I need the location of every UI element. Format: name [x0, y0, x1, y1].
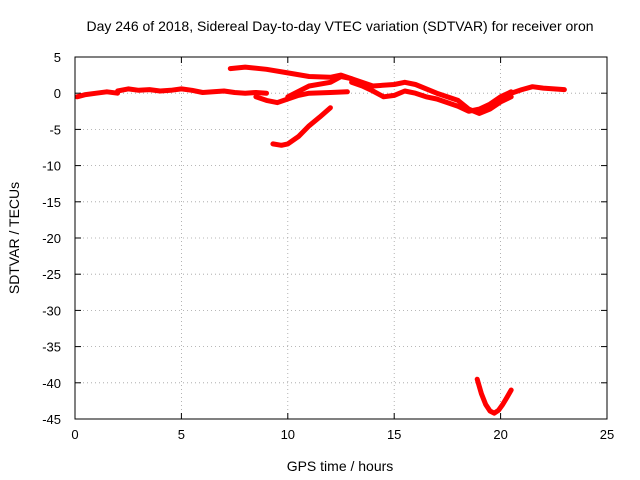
y-tick-label: -30	[42, 303, 61, 318]
x-tick-label: 0	[71, 427, 78, 442]
series-line-s6	[349, 79, 514, 114]
series-line-s5	[253, 89, 350, 106]
series-line-s2	[115, 86, 269, 96]
x-tick-label: 10	[281, 427, 295, 442]
series-line-s4	[285, 74, 514, 116]
x-tick-label: 15	[387, 427, 401, 442]
y-tick-label: -40	[42, 376, 61, 391]
y-tick-label: 5	[54, 50, 61, 65]
y-tick-label: 0	[54, 86, 61, 101]
series-line-s1	[74, 89, 121, 100]
y-tick-label: -10	[42, 159, 61, 174]
x-axis-label: GPS time / hours	[287, 458, 394, 474]
y-tick-label: -25	[42, 267, 61, 282]
series-line-s9	[474, 376, 514, 416]
y-tick-label: -45	[42, 412, 61, 427]
plot-border	[74, 56, 608, 420]
chart-title: Day 246 of 2018, Sidereal Day-to-day VTE…	[86, 18, 593, 34]
y-tick-label: -35	[42, 340, 61, 355]
grid	[75, 57, 607, 419]
series-line-s8	[508, 84, 567, 96]
series-line-s3	[227, 64, 355, 82]
y-axis-label: SDTVAR / TECUs	[6, 182, 22, 294]
data-series	[74, 64, 567, 416]
x-tick-label: 5	[178, 427, 185, 442]
x-tick-label: 25	[600, 427, 614, 442]
y-tick-label: -15	[42, 195, 61, 210]
y-tick-label: -20	[42, 231, 61, 246]
y-tick-label: -5	[49, 122, 61, 137]
series-line-s7	[270, 105, 333, 148]
x-tick-label: 20	[493, 427, 507, 442]
